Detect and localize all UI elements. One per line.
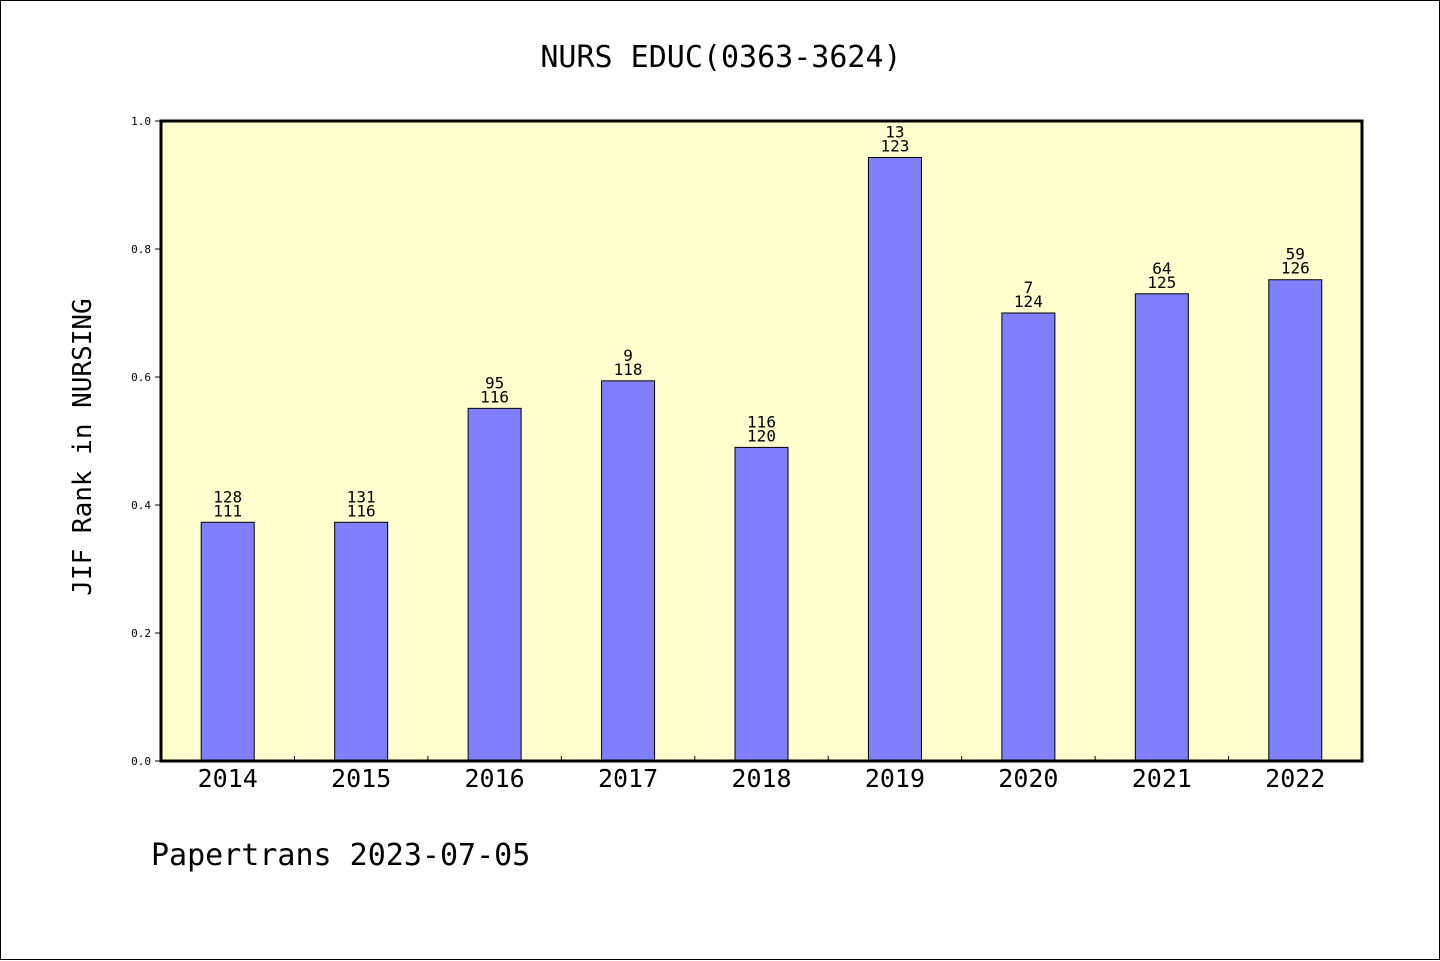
data-label-bottom-2020: 124 [1014, 292, 1043, 311]
y-tick-label-0.8: 0.8 [131, 243, 151, 256]
data-label-top-2017: 9 [623, 346, 633, 365]
data-label-bottom-2017: 118 [614, 360, 643, 379]
data-label-bottom-2016: 116 [480, 387, 509, 406]
bar-group: 1281111311169511691181161201312371246412… [200, 122, 1323, 762]
bar-2022 [1268, 279, 1323, 762]
bar-2017 [601, 380, 656, 762]
x-tick-label-2015: 2015 [331, 764, 391, 793]
data-label-bottom-2019: 123 [880, 136, 909, 155]
x-tick-label-2017: 2017 [598, 764, 658, 793]
x-tick-label-2019: 2019 [865, 764, 925, 793]
bar-2014 [200, 521, 255, 762]
bar-2015 [334, 521, 389, 762]
footer-text: Papertrans 2023-07-05 [151, 838, 530, 873]
x-tick-label-2020: 2020 [998, 764, 1058, 793]
data-label-bottom-2018: 120 [747, 426, 776, 445]
x-tick-label-2021: 2021 [1132, 764, 1192, 793]
data-label-top-2022: 59 [1286, 245, 1305, 264]
data-label-top-2020: 7 [1024, 278, 1034, 297]
data-label-bottom-2021: 125 [1147, 273, 1176, 292]
data-label-top-2018: 116 [747, 412, 776, 431]
y-tick-label-0.6: 0.6 [131, 371, 151, 384]
data-label-top-2019: 13 [885, 122, 904, 141]
tick-group: 2014 2015 2016 2017 2018 2019 2020 2021 2022 0.0 0… [131, 115, 1325, 793]
bar-2021 [1134, 293, 1189, 762]
data-label-top-2015: 131 [347, 487, 376, 506]
x-tick-label-2014: 2014 [198, 764, 258, 793]
bar-2019 [867, 156, 922, 762]
data-label-bottom-2022: 126 [1281, 259, 1310, 278]
plot-border [159, 119, 1364, 763]
y-tick-label-0.4: 0.4 [131, 499, 151, 512]
data-label-top-2016: 95 [485, 373, 504, 392]
y-tick-label-1.0: 1.0 [131, 115, 151, 128]
data-label-top-2021: 64 [1152, 259, 1171, 278]
y-axis-label: JIF Rank in NURSING [68, 298, 98, 595]
data-label-bottom-2014: 111 [213, 501, 242, 520]
y-tick-label-0.0: 0.0 [131, 755, 151, 768]
y-tick-label-0.2: 0.2 [131, 627, 151, 640]
x-tick-label-2016: 2016 [465, 764, 525, 793]
x-tick-label-2018: 2018 [731, 764, 791, 793]
chart-title: NURS EDUC(0363-3624) [540, 40, 901, 75]
data-label-bottom-2015: 116 [347, 501, 376, 520]
bar-2018 [734, 446, 789, 762]
bar-2020 [1001, 312, 1056, 762]
bar-2016 [467, 407, 522, 762]
data-label-top-2014: 128 [213, 487, 242, 506]
x-tick-label-2022: 2022 [1265, 764, 1325, 793]
